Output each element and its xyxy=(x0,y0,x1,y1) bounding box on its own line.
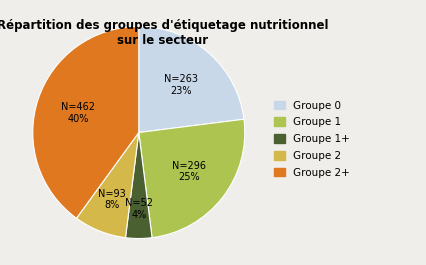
Text: Répartition des groupes d'étiquetage nutritionnel
sur le secteur: Répartition des groupes d'étiquetage nut… xyxy=(0,19,327,47)
Text: N=93
8%: N=93 8% xyxy=(98,189,126,210)
Text: N=52
4%: N=52 4% xyxy=(124,198,153,220)
Text: N=263
23%: N=263 23% xyxy=(164,74,197,96)
Legend: Groupe 0, Groupe 1, Groupe 1+, Groupe 2, Groupe 2+: Groupe 0, Groupe 1, Groupe 1+, Groupe 2,… xyxy=(273,101,349,178)
Wedge shape xyxy=(76,132,138,238)
Wedge shape xyxy=(138,119,244,238)
Wedge shape xyxy=(125,132,152,238)
Text: N=462
40%: N=462 40% xyxy=(61,102,95,124)
Text: N=296
25%: N=296 25% xyxy=(172,161,206,182)
Wedge shape xyxy=(138,26,243,132)
Wedge shape xyxy=(33,26,138,218)
